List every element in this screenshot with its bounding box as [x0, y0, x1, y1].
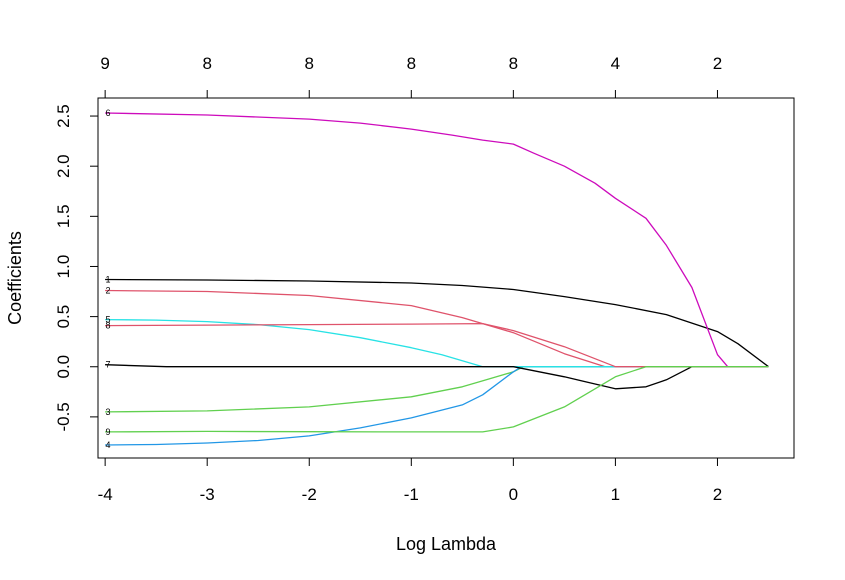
series-label-9: 9: [105, 427, 110, 437]
y-tick-label: 2.0: [54, 154, 73, 178]
series-line-5: [105, 318, 769, 368]
x-tick-label: -2: [302, 485, 317, 504]
series-label-2: 2: [105, 286, 110, 296]
top-tick-label: 8: [202, 54, 211, 73]
top-tick-label: 8: [407, 54, 416, 73]
series-label-3: 3: [105, 407, 110, 417]
y-tick-label: 1.0: [54, 255, 73, 279]
y-axis: -0.5 0.0 0.5 1.0 1.5 2.0 2.5: [54, 104, 99, 432]
y-tick-label: 2.5: [54, 104, 73, 128]
x-tick-label: 0: [509, 485, 518, 504]
series-line-7: [105, 364, 769, 390]
x-tick-label: -3: [200, 485, 215, 504]
plot-frame: [97, 97, 795, 459]
top-tick-label: 2: [713, 54, 722, 73]
x-axis-title: Log Lambda: [396, 534, 497, 554]
x-tick-label: -1: [404, 485, 419, 504]
x-tick-label: -4: [98, 485, 113, 504]
series-label-layer: 6 12 58 7 3 9 4: [105, 108, 110, 450]
y-tick-label: 0.5: [54, 305, 73, 329]
series-label-6: 6: [105, 108, 110, 118]
x-tick-label: 2: [713, 485, 722, 504]
top-tick-label: 4: [611, 54, 620, 73]
series-label-5: 5: [105, 315, 110, 325]
y-axis-title: Coefficients: [5, 231, 25, 325]
series-line-4: [105, 366, 769, 446]
series-label-8: 8: [105, 321, 110, 331]
x-tick-label: 1: [611, 485, 620, 504]
series-line-9: [105, 366, 769, 433]
y-tick-label: -0.5: [54, 402, 73, 431]
y-tick-label: 1.5: [54, 204, 73, 228]
top-tick-label: 8: [509, 54, 518, 73]
top-tick-label: 9: [100, 54, 109, 73]
series-line-6: [105, 112, 769, 368]
series-label-4: 4: [105, 440, 110, 450]
series-line-8: [105, 322, 769, 368]
series-label-7: 7: [105, 360, 110, 370]
series-line-2: [105, 289, 769, 368]
series-line-3: [105, 366, 769, 413]
top-tick-label: 8: [305, 54, 314, 73]
y-tick-label: 0.0: [54, 355, 73, 379]
top-axis: 9 8 8 8 8 4 2: [100, 54, 722, 99]
series-label-1: 1: [105, 275, 110, 285]
series-line-1: [105, 278, 769, 368]
x-axis: -4 -3 -2 -1 0 1 2: [98, 457, 722, 504]
series-layer: [105, 112, 769, 446]
